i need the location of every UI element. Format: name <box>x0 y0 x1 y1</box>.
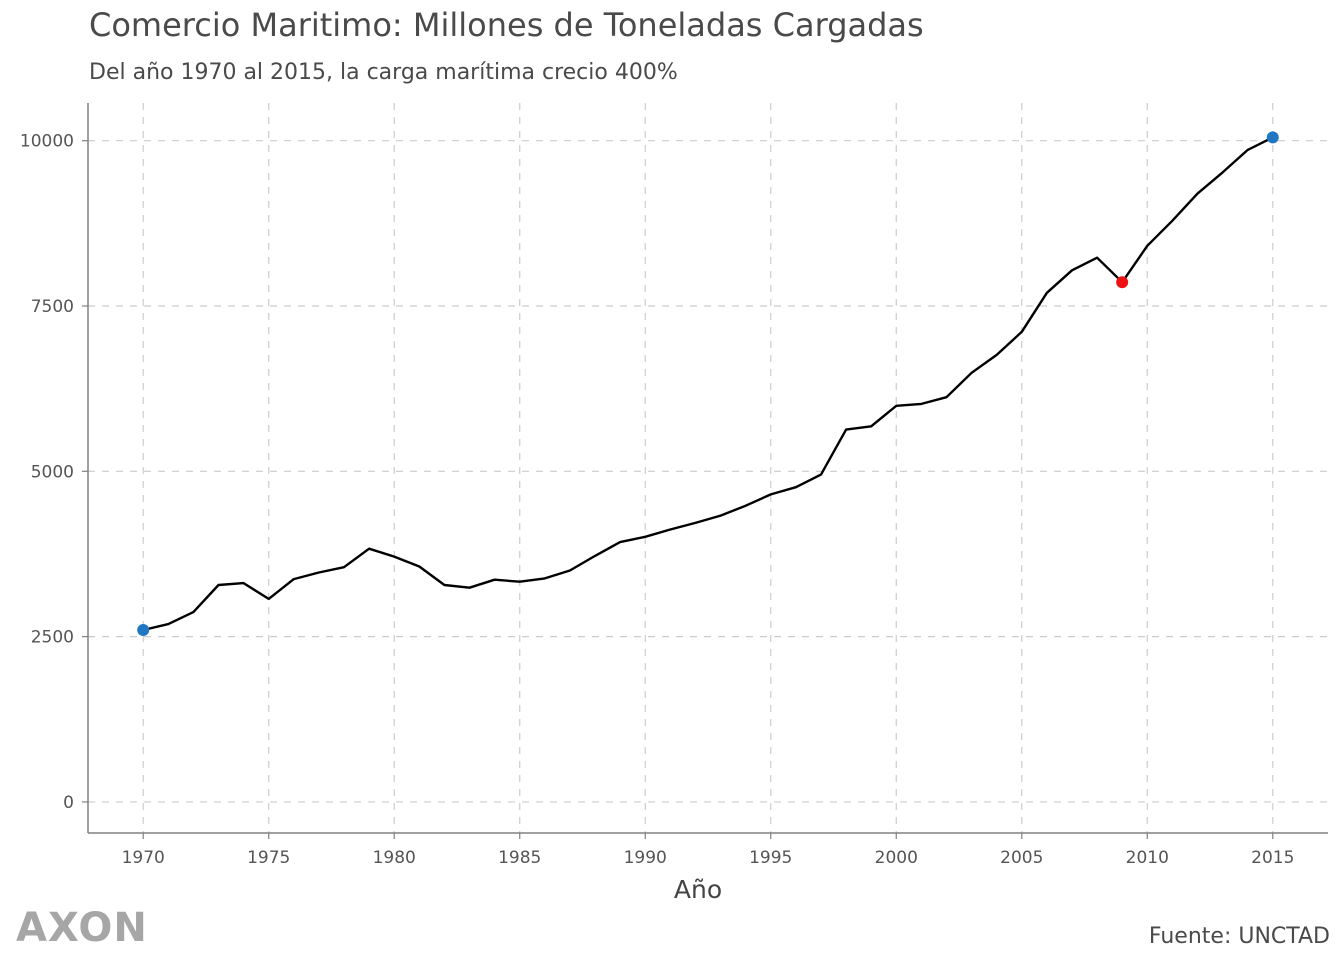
chart-title: Comercio Maritimo: Millones de Toneladas… <box>89 6 924 44</box>
grid-layer <box>88 103 1328 833</box>
highlight-points <box>137 131 1279 637</box>
x-tick-label-1970: 1970 <box>122 848 165 868</box>
x-tick-label-2015: 2015 <box>1251 848 1294 868</box>
highlight-point-1970 <box>137 624 150 637</box>
x-tick-label-2000: 2000 <box>875 848 918 868</box>
x-tick-label-1990: 1990 <box>624 848 667 868</box>
series-line-0 <box>142 136 1274 632</box>
axis-layer: 1970 1975 1980 1985 1990 1995 2000 2005 2010 2015… <box>20 103 1328 868</box>
highlight-point-2015 <box>1266 131 1279 144</box>
y-tick-label-10000: 10000 <box>20 132 74 152</box>
x-tick-label-1980: 1980 <box>373 848 416 868</box>
x-tick-label-1985: 1985 <box>498 848 541 868</box>
x-tick-label-2005: 2005 <box>1000 848 1043 868</box>
series-layer <box>142 136 1274 632</box>
y-tick-label-5000: 5000 <box>31 462 74 482</box>
x-tick-label-1995: 1995 <box>749 848 792 868</box>
highlight-point-2009 <box>1116 276 1129 289</box>
source-note: Fuente: UNCTAD <box>1148 924 1330 949</box>
x-axis-title: Año <box>674 875 722 904</box>
chart-subtitle: Del año 1970 al 2015, la carga marítima … <box>89 60 678 85</box>
x-tick-label-1975: 1975 <box>247 848 290 868</box>
brand-logo: AXON <box>16 905 148 951</box>
y-tick-label-7500: 7500 <box>31 297 74 317</box>
y-tick-label-0: 0 <box>63 793 74 813</box>
y-tick-label-2500: 2500 <box>31 628 74 648</box>
x-tick-label-2010: 2010 <box>1126 848 1169 868</box>
